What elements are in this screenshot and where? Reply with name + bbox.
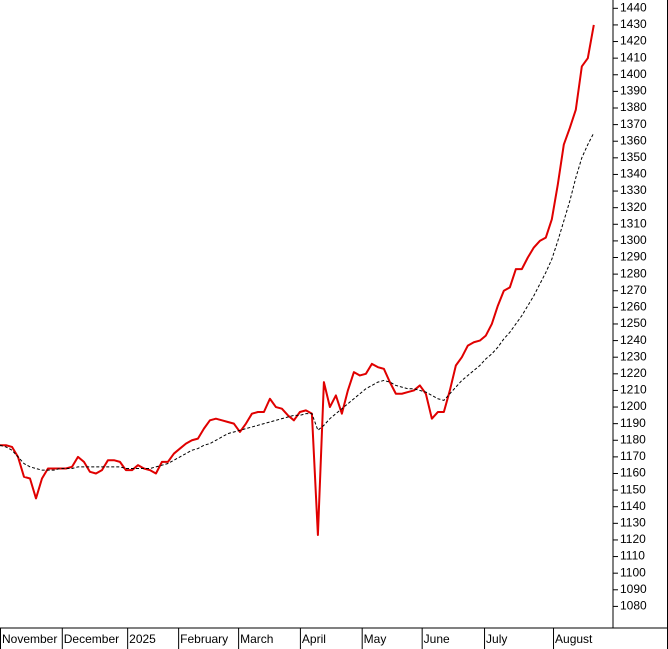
y-tick-label: 1290 — [620, 250, 647, 264]
y-tick-label: 1310 — [620, 216, 647, 230]
y-tick-label: 1320 — [620, 200, 647, 214]
y-tick-label: 1180 — [620, 432, 646, 446]
y-tick-label: 1440 — [620, 0, 647, 14]
price-line — [0, 24, 595, 536]
y-tick-label: 1190 — [620, 416, 646, 430]
x-tick-label: 2025 — [129, 632, 156, 646]
x-tick-label: February — [180, 632, 228, 646]
price-line — [0, 132, 595, 471]
x-tick-label: November — [2, 632, 57, 646]
y-tick-label: 1400 — [620, 67, 647, 81]
y-tick-label: 1360 — [620, 133, 647, 147]
y-tick-label: 1280 — [620, 266, 647, 280]
x-tick-label: April — [302, 632, 326, 646]
y-tick-label: 1210 — [620, 383, 647, 397]
y-tick-label: 1350 — [620, 150, 647, 164]
y-tick-label: 1270 — [620, 283, 647, 297]
y-tick-label: 1170 — [620, 449, 646, 463]
x-tick-label: March — [240, 632, 273, 646]
y-tick-label: 1380 — [620, 100, 647, 114]
y-tick-label: 1330 — [620, 183, 647, 197]
y-tick-label: 1100 — [620, 565, 646, 579]
y-tick-label: 1110 — [620, 549, 645, 563]
y-tick-label: 1300 — [620, 233, 647, 247]
x-tick-label: July — [486, 632, 507, 646]
y-tick-label: 1220 — [620, 366, 647, 380]
y-tick-label: 1340 — [620, 167, 647, 181]
x-tick-label: May — [364, 632, 387, 646]
x-tick-label: June — [424, 632, 450, 646]
y-tick-label: 1390 — [620, 84, 647, 98]
y-tick-label: 1260 — [620, 300, 647, 314]
y-tick-label: 1370 — [620, 117, 647, 131]
y-tick-label: 1090 — [620, 582, 647, 596]
y-tick-label: 1120 — [620, 532, 646, 546]
y-tick-label: 1410 — [620, 50, 647, 64]
y-tick-label: 1130 — [620, 516, 646, 530]
x-tick-label: August — [555, 632, 593, 646]
y-tick-label: 1080 — [620, 599, 647, 613]
y-tick-label: 1430 — [620, 17, 647, 31]
y-tick-label: 1420 — [620, 34, 647, 48]
y-tick-label: 1160 — [620, 466, 646, 480]
y-tick-label: 1200 — [620, 399, 647, 413]
y-tick-label: 1230 — [620, 349, 647, 363]
y-tick-label: 1150 — [620, 482, 646, 496]
y-tick-label: 1250 — [620, 316, 647, 330]
x-tick-label: December — [64, 632, 119, 646]
y-tick-label: 1240 — [620, 333, 647, 347]
y-tick-label: 1140 — [620, 499, 646, 513]
